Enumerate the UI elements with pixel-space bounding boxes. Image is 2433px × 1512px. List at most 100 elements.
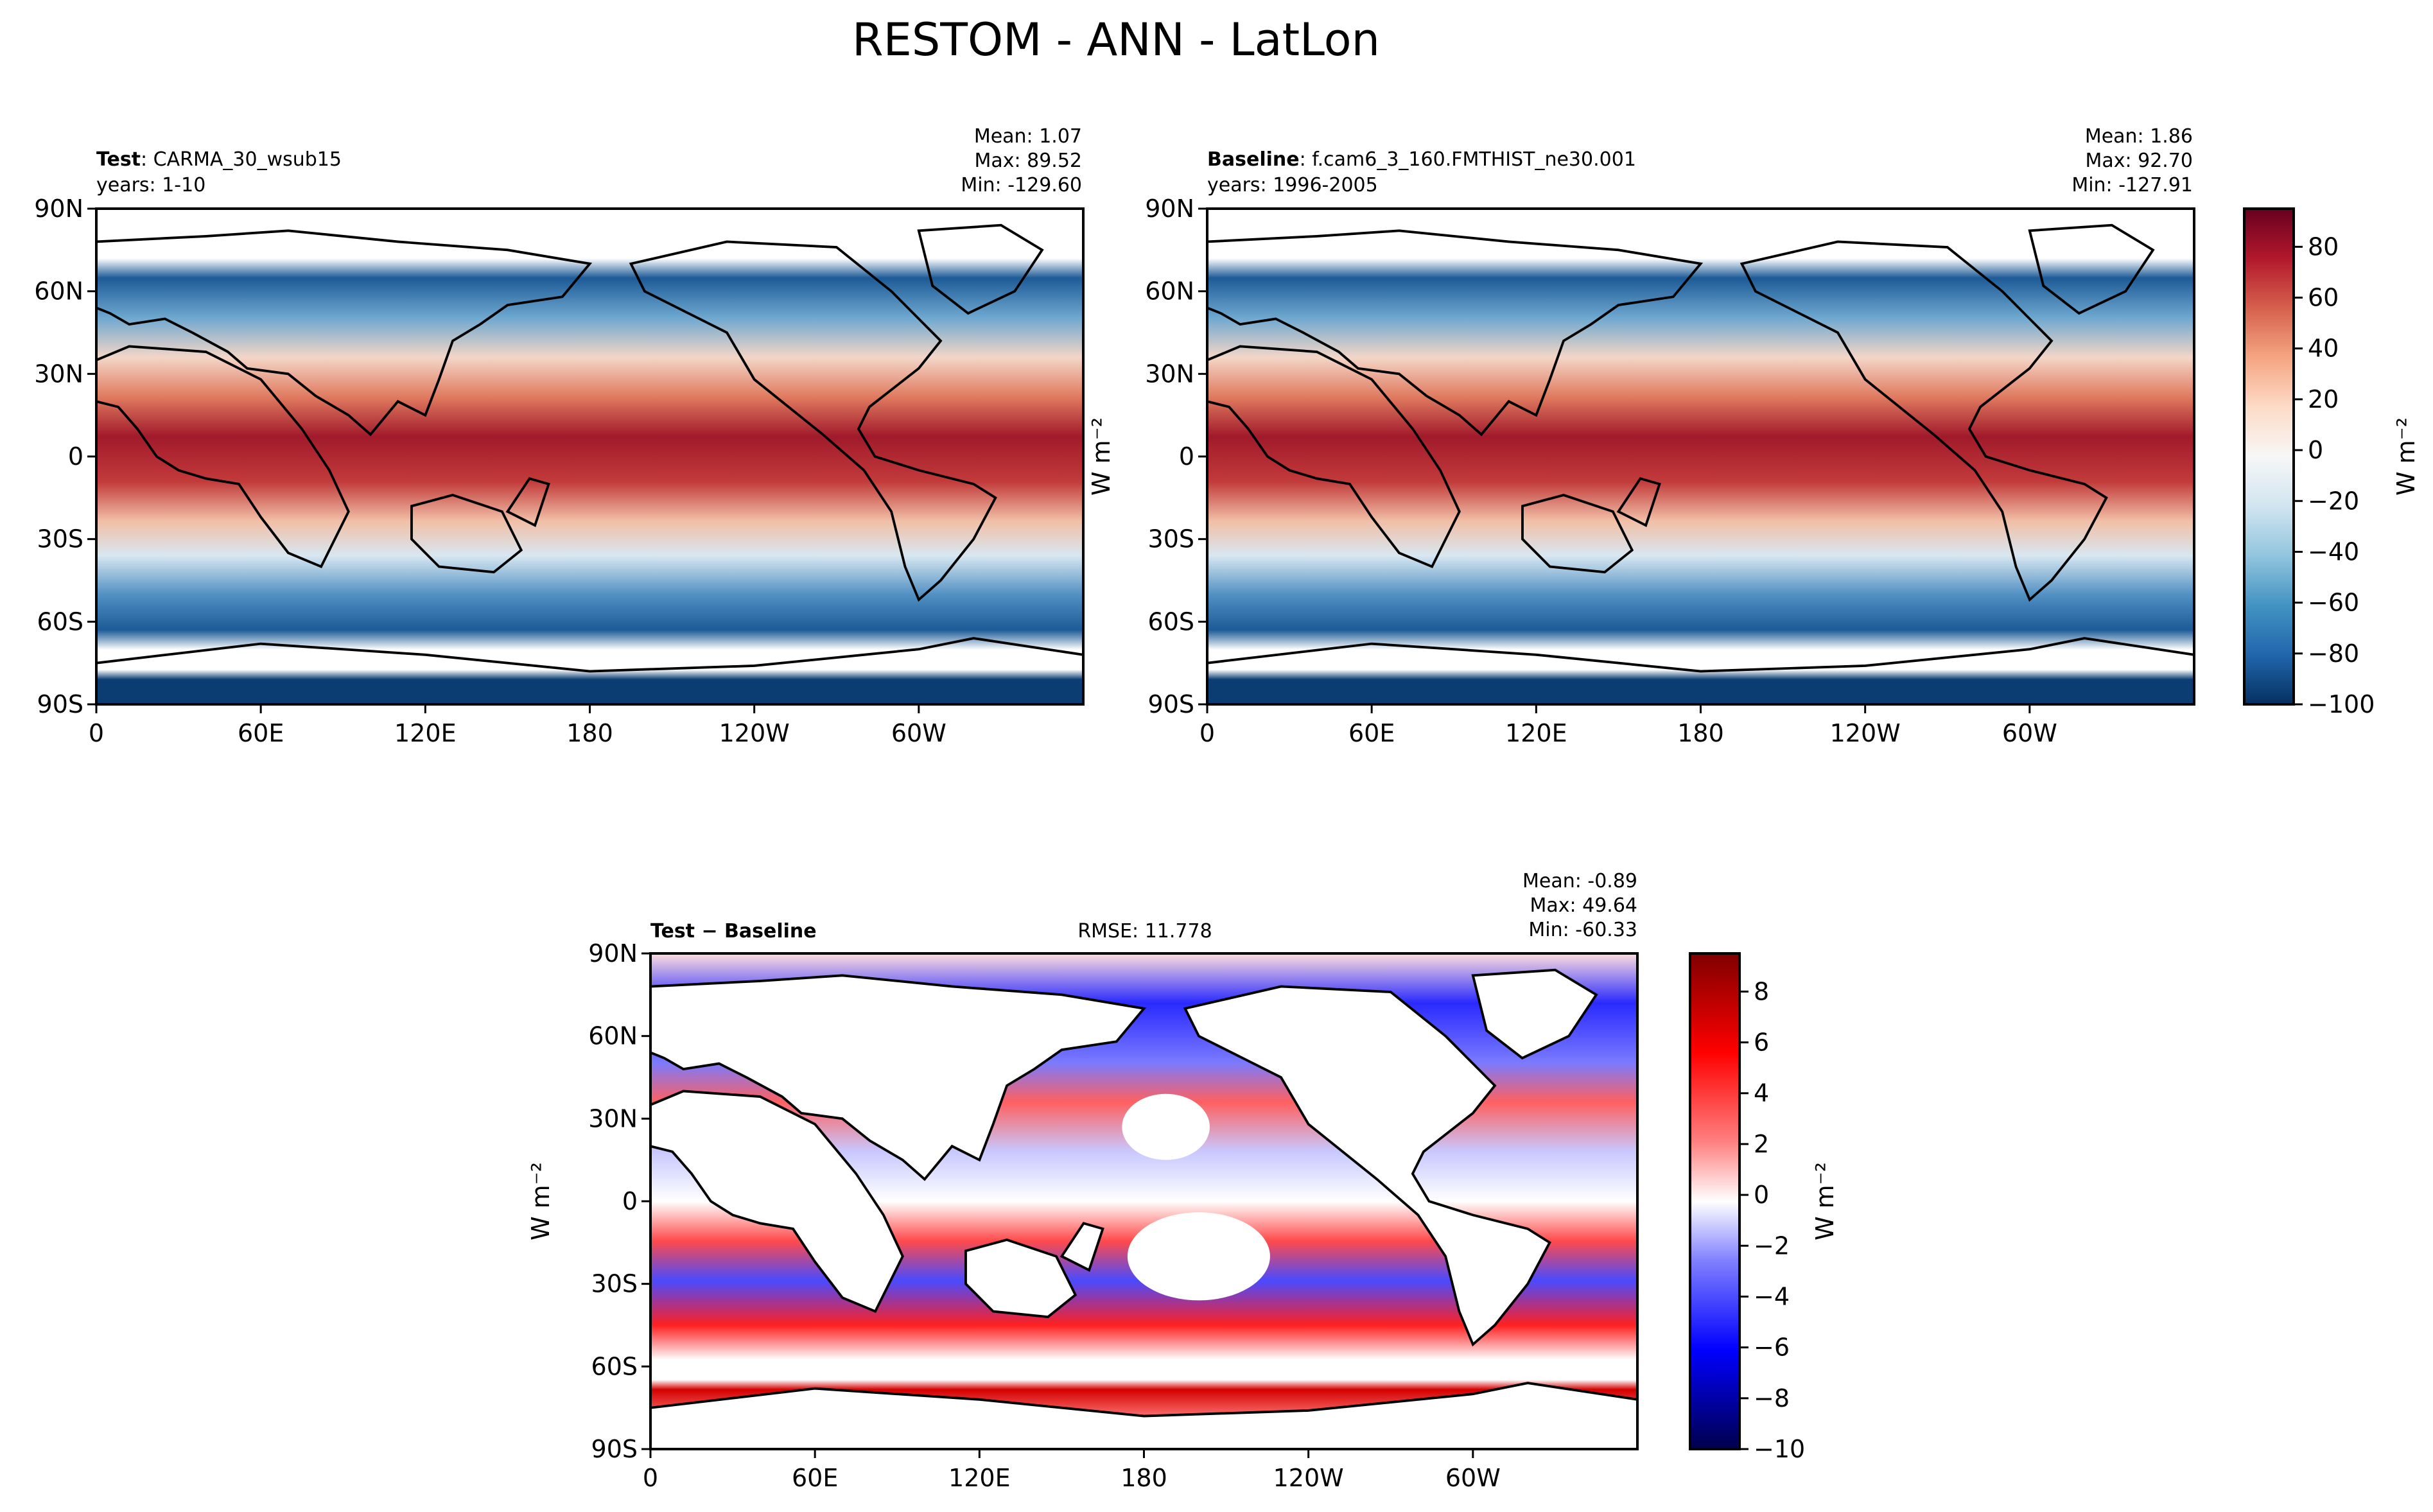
panel-baseline-max: Max: 92.70 bbox=[2085, 150, 2193, 172]
colorbar-diff-ticks: 8 6 4 2 0 −2 −4 −6 −8 −10 bbox=[1740, 977, 1805, 1463]
panel-diff-map bbox=[650, 953, 1637, 1449]
y-tick-label: 90S bbox=[1148, 690, 1194, 718]
colorbar-tick-label: 4 bbox=[1754, 1079, 1769, 1108]
y-tick-label: 30S bbox=[1148, 525, 1194, 553]
y-tick-label: 60S bbox=[1148, 607, 1194, 636]
colorbar-tick-label: 80 bbox=[2308, 232, 2339, 261]
y-tick-label: 30N bbox=[588, 1104, 638, 1133]
y-tick-label: 30S bbox=[37, 525, 83, 553]
colorbar-tick-label: 0 bbox=[1754, 1181, 1769, 1209]
panel-diff-min: Min: -60.33 bbox=[1528, 919, 1637, 941]
panel-diff-blank-north-pacific bbox=[1122, 1093, 1210, 1160]
x-tick-label: 120W bbox=[1830, 719, 1901, 747]
panel-diff-axes: 0 60E 120E 180 120W 60W 90N 60N 30N 0 30S 60S 90S bbox=[588, 939, 1501, 1492]
colorbar-tick-label: 6 bbox=[1754, 1029, 1769, 1057]
x-tick-label: 60W bbox=[2002, 719, 2057, 747]
panel-baseline: Baseline: f.cam6_3_160.FMTHIST_ne30.001 … bbox=[1087, 125, 2195, 747]
y-tick-label: 60N bbox=[1145, 277, 1194, 306]
y-tick-label: 90S bbox=[37, 690, 83, 718]
colorbar-diff-bar bbox=[1689, 952, 1741, 1450]
panel-baseline-map bbox=[1207, 209, 2194, 704]
panel-test-label: Test: CARMA_30_wsub15 bbox=[96, 148, 342, 171]
panel-test-label-bold: Test bbox=[96, 148, 141, 171]
x-tick-label: 60W bbox=[1445, 1464, 1501, 1492]
colorbar-tick-label: −80 bbox=[2308, 639, 2359, 668]
y-tick-label: 90N bbox=[34, 195, 83, 223]
panel-baseline-axes: 0 60E 120E 180 120W 60W 90N 60N 30N 0 30S 60S 90S bbox=[1145, 195, 2057, 747]
panel-baseline-label: Baseline: f.cam6_3_160.FMTHIST_ne30.001 bbox=[1207, 148, 1636, 171]
colorbar-main-label: W m⁻² bbox=[2392, 417, 2420, 496]
y-tick-label: 30N bbox=[34, 360, 83, 388]
panel-baseline-ylabel: W m⁻² bbox=[1087, 417, 1115, 496]
x-tick-label: 120W bbox=[1273, 1464, 1344, 1492]
x-tick-label: 0 bbox=[643, 1464, 658, 1492]
x-tick-label: 180 bbox=[1677, 719, 1724, 747]
panel-diff-rmse: RMSE: 11.778 bbox=[1077, 920, 1212, 943]
panel-diff-ylabel: W m⁻² bbox=[527, 1162, 555, 1240]
panel-test: Test: CARMA_30_wsub15 years: 1-10 Mean: … bbox=[34, 125, 1085, 747]
x-tick-label: 180 bbox=[566, 719, 613, 747]
colorbar-tick-label: 0 bbox=[2308, 436, 2323, 464]
y-tick-label: 30N bbox=[1145, 360, 1194, 388]
panel-test-axes: 0 60E 120E 180 120W 60W 90N 60N 30N 0 30S 60S 90S bbox=[34, 195, 946, 747]
panel-diff-blank-south-pacific bbox=[1127, 1212, 1270, 1301]
y-tick-label: 90N bbox=[1145, 195, 1194, 223]
y-tick-label: 90S bbox=[591, 1435, 638, 1463]
panel-test-years: years: 1-10 bbox=[96, 174, 205, 196]
panel-diff-max: Max: 49.64 bbox=[1530, 894, 1637, 917]
y-tick-label: 0 bbox=[1179, 442, 1194, 471]
colorbar-tick-label: −40 bbox=[2308, 537, 2359, 566]
colorbar-diff-label: W m⁻² bbox=[1811, 1162, 1839, 1240]
x-tick-label: 120E bbox=[1505, 719, 1567, 747]
panel-baseline-label-bold: Baseline bbox=[1207, 148, 1300, 171]
colorbar-tick-label: 2 bbox=[1754, 1130, 1769, 1158]
colorbar-tick-label: −6 bbox=[1754, 1334, 1790, 1362]
x-tick-label: 0 bbox=[89, 719, 104, 747]
colorbar-tick-label: −8 bbox=[1754, 1384, 1790, 1412]
y-tick-label: 60N bbox=[588, 1022, 638, 1050]
y-tick-label: 60N bbox=[34, 277, 83, 306]
x-tick-label: 180 bbox=[1121, 1464, 1167, 1492]
panel-test-max: Max: 89.52 bbox=[974, 150, 1082, 172]
colorbar-tick-label: 20 bbox=[2308, 385, 2339, 413]
panel-test-label-rest: : CARMA_30_wsub15 bbox=[141, 148, 342, 171]
colorbar-tick-label: −10 bbox=[1754, 1435, 1805, 1463]
x-tick-label: 120E bbox=[948, 1464, 1011, 1492]
colorbar-tick-label: 8 bbox=[1754, 977, 1769, 1005]
colorbar-main-bar bbox=[2243, 207, 2295, 706]
panel-baseline-min: Min: -127.91 bbox=[2071, 174, 2193, 196]
colorbar-diff: 8 6 4 2 0 −2 −4 −6 −8 −10 W m⁻² bbox=[1689, 952, 1839, 1463]
x-tick-label: 0 bbox=[1199, 719, 1215, 747]
panel-baseline-mean: Mean: 1.86 bbox=[2085, 125, 2193, 148]
panel-diff: Test − Baseline RMSE: 11.778 Mean: -0.89… bbox=[527, 870, 1639, 1492]
x-tick-label: 60E bbox=[1348, 719, 1395, 747]
x-tick-label: 120W bbox=[719, 719, 790, 747]
colorbar-tick-label: 40 bbox=[2308, 335, 2339, 363]
x-tick-label: 60E bbox=[792, 1464, 838, 1492]
panel-test-min: Min: -129.60 bbox=[961, 174, 1082, 196]
panel-baseline-field bbox=[1207, 209, 2194, 704]
y-tick-label: 0 bbox=[68, 442, 83, 471]
y-tick-label: 30S bbox=[591, 1270, 638, 1298]
colorbar-tick-label: −4 bbox=[1754, 1282, 1790, 1310]
panel-test-mean: Mean: 1.07 bbox=[974, 125, 1082, 148]
colorbar-tick-label: −2 bbox=[1754, 1231, 1790, 1260]
y-tick-label: 90N bbox=[588, 939, 638, 968]
y-tick-label: 60S bbox=[591, 1352, 638, 1380]
x-tick-label: 120E bbox=[394, 719, 457, 747]
colorbar-tick-label: −20 bbox=[2308, 487, 2359, 515]
panel-baseline-label-rest: : f.cam6_3_160.FMTHIST_ne30.001 bbox=[1300, 148, 1636, 171]
y-tick-label: 0 bbox=[622, 1187, 638, 1215]
figure-title: RESTOM - ANN - LatLon bbox=[852, 13, 1380, 66]
panel-test-map bbox=[96, 209, 1083, 704]
colorbar-tick-label: −60 bbox=[2308, 589, 2359, 617]
x-tick-label: 60E bbox=[238, 719, 284, 747]
y-tick-label: 60S bbox=[37, 607, 83, 636]
colorbar-main: 80 60 40 20 0 −20 −40 −60 −80 −100 W m⁻² bbox=[2243, 207, 2420, 718]
panel-diff-label: Test − Baseline bbox=[650, 920, 817, 943]
x-tick-label: 60W bbox=[891, 719, 946, 747]
panel-test-field bbox=[96, 209, 1083, 704]
panel-baseline-years: years: 1996-2005 bbox=[1207, 174, 1378, 196]
colorbar-tick-label: 60 bbox=[2308, 284, 2339, 312]
